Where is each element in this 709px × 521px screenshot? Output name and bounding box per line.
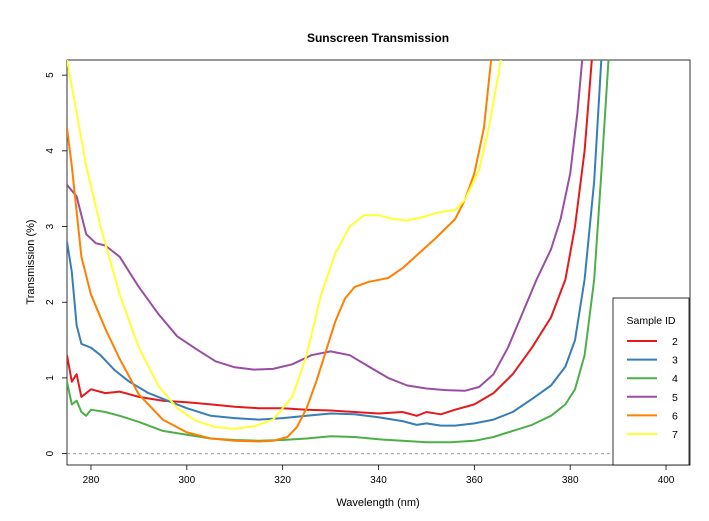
series-line-7 — [67, 60, 502, 430]
legend-label-2: 2 — [672, 336, 678, 348]
legend-box — [612, 297, 690, 466]
y-axis-label: Transmission (%) — [25, 219, 37, 304]
x-tick-label-400: 400 — [658, 475, 675, 486]
y-tick-label-2: 2 — [45, 299, 56, 305]
series-line-5 — [67, 60, 584, 392]
series-line-2 — [67, 60, 593, 417]
x-tick-label-300: 300 — [178, 475, 195, 486]
plot-frame — [66, 59, 691, 466]
chart-title: Sunscreen Transmission — [307, 31, 449, 45]
legend-label-3: 3 — [672, 355, 678, 367]
legend-label-4: 4 — [672, 373, 678, 385]
y-tick-label-3: 3 — [45, 223, 56, 229]
series-layer — [67, 60, 610, 444]
series-line-3 — [67, 60, 603, 427]
legend-label-5: 5 — [672, 392, 678, 404]
x-axis: 280 300 320 340 360 380 400 — [83, 465, 675, 486]
legend-title: Sample ID — [626, 315, 675, 327]
x-tick-label-380: 380 — [562, 475, 579, 486]
legend: Sample ID 2 3 4 5 6 7 — [612, 297, 690, 466]
legend-label-7: 7 — [672, 429, 678, 441]
x-tick-label-360: 360 — [466, 475, 483, 486]
x-axis-label: Wavelength (nm) — [336, 497, 419, 509]
series-line-6 — [67, 60, 493, 443]
series-line-4 — [67, 60, 610, 444]
x-tick-label-320: 320 — [274, 475, 291, 486]
y-tick-label-5: 5 — [45, 72, 56, 78]
y-axis: 0 1 2 3 4 5 — [45, 72, 67, 456]
y-tick-label-4: 4 — [45, 148, 56, 154]
y-tick-label-1: 1 — [45, 375, 56, 381]
x-tick-label-280: 280 — [83, 475, 100, 486]
y-tick-label-0: 0 — [45, 450, 56, 456]
x-tick-label-340: 340 — [370, 475, 387, 486]
legend-label-6: 6 — [672, 410, 678, 422]
